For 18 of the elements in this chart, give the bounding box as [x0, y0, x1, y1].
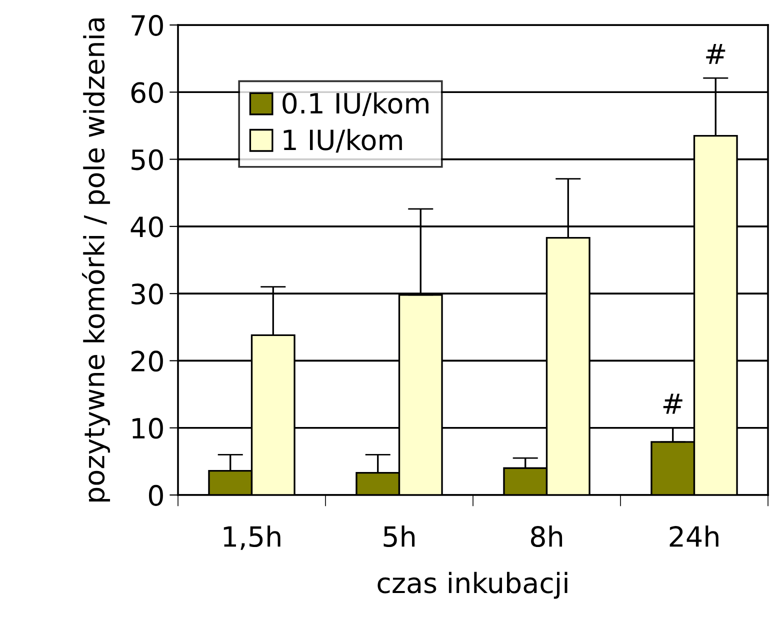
y-tick-label: 60 — [131, 82, 163, 104]
legend-label: 1 IU/kom — [284, 128, 402, 153]
x-tick-label: 1,5h — [224, 526, 280, 550]
annotation: # — [706, 44, 726, 64]
x-tick-label: 5h — [384, 526, 415, 548]
y-tick-label: 0 — [148, 484, 163, 506]
x-tick-label: 24h — [670, 526, 718, 547]
y-tick-label: 70 — [132, 14, 163, 36]
annotation: # — [663, 394, 682, 414]
y-tick-label: 10 — [132, 418, 163, 439]
legend-label: 0.1 IU/kom — [282, 92, 428, 116]
y-tick-label: 40 — [130, 216, 163, 238]
x-axis-title: czas inkubacji — [378, 572, 568, 599]
y-tick-label: 30 — [132, 284, 163, 305]
y-axis-title: pozytywne komórki / pole widzenia — [82, 18, 110, 502]
x-tick-label: 8h — [530, 526, 562, 548]
y-tick-label: 50 — [132, 149, 163, 170]
y-tick-label: 20 — [131, 350, 163, 372]
